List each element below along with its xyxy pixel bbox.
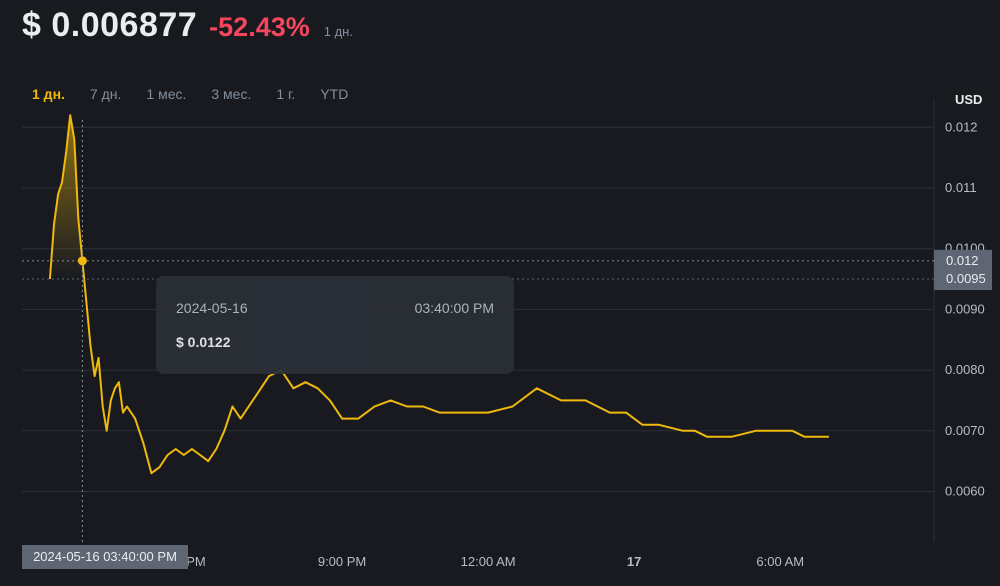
crosshair-time-label: 2024-05-16 03:40:00 PM bbox=[22, 545, 188, 569]
x-tick-label: 12:00 AM bbox=[461, 554, 516, 569]
tooltip-value: $ 0.0122 bbox=[176, 334, 231, 350]
period-tabs: 1 дн. 7 дн. 1 мес. 3 мес. 1 г. YTD bbox=[32, 86, 373, 102]
reference-price-tag-bg bbox=[934, 268, 992, 291]
y-tick-label: 0.0070 bbox=[945, 423, 985, 438]
y-tick-label: 0.012 bbox=[945, 119, 978, 134]
tab-1d[interactable]: 1 дн. bbox=[32, 86, 65, 102]
y-tick-label: 0.0060 bbox=[945, 483, 985, 498]
y-tick-label: 0.0080 bbox=[945, 362, 985, 377]
peak-marker bbox=[77, 256, 87, 266]
price-tooltip: 2024-05-16 03:40:00 PM $ 0.0122 bbox=[156, 276, 514, 374]
price-header: $ 0.006877 -52.43% 1 дн. bbox=[22, 6, 353, 45]
current-price: $ 0.006877 bbox=[22, 6, 198, 44]
y-tick-label: 0.0090 bbox=[945, 301, 985, 316]
y-tick-label: 0.011 bbox=[945, 180, 977, 195]
crosshair-price-tag-bg bbox=[934, 249, 992, 272]
price-change-percent: -52.43% bbox=[209, 12, 310, 42]
x-tick-label: PM bbox=[186, 554, 206, 569]
reference-price-tag: 0.0095 bbox=[946, 271, 986, 286]
tooltip-date: 2024-05-16 bbox=[176, 300, 248, 316]
tab-1y[interactable]: 1 г. bbox=[276, 86, 296, 102]
tab-1m[interactable]: 1 мес. bbox=[146, 86, 187, 102]
crosshair-price-tag: 0.012 bbox=[946, 253, 979, 268]
x-tick-label: 17 bbox=[627, 554, 641, 569]
tab-ytd[interactable]: YTD bbox=[320, 86, 349, 102]
tooltip-time: 03:40:00 PM bbox=[414, 300, 494, 316]
peak-area-fill bbox=[49, 115, 87, 280]
change-period-label: 1 дн. bbox=[323, 24, 353, 39]
x-tick-label: 9:00 PM bbox=[318, 554, 366, 569]
tab-3m[interactable]: 3 мес. bbox=[211, 86, 252, 102]
price-line bbox=[48, 114, 829, 475]
x-tick-label: 6:00 AM bbox=[756, 554, 804, 569]
tab-7d[interactable]: 7 дн. bbox=[89, 86, 122, 102]
currency-label: USD bbox=[955, 92, 983, 107]
